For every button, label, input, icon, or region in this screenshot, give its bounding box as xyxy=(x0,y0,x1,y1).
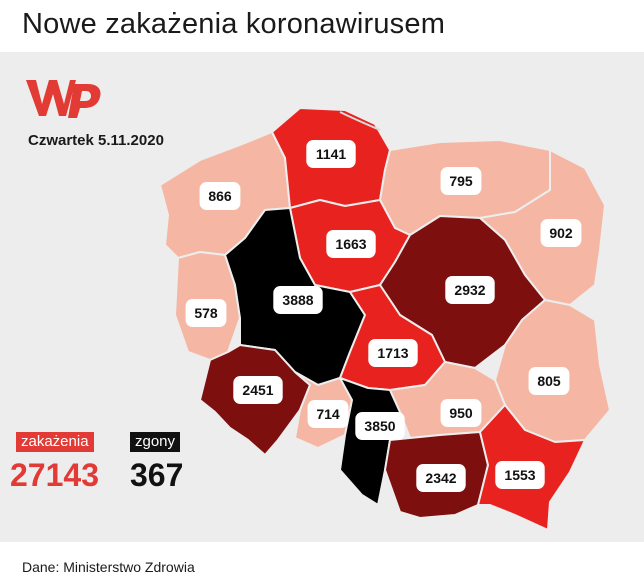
infections-value: 27143 xyxy=(10,457,99,493)
date-label: Czwartek 5.11.2020 xyxy=(28,132,164,149)
region-label-box xyxy=(306,140,356,168)
region-value: 2342 xyxy=(425,470,456,486)
region-value: 1141 xyxy=(316,146,347,162)
region-label-box xyxy=(528,367,570,395)
region-value: 795 xyxy=(449,173,473,189)
region-label-box xyxy=(368,339,418,367)
region-label-box xyxy=(199,182,241,210)
region-label-wielkopolskie: 3888 xyxy=(273,286,323,314)
region-value: 3888 xyxy=(282,292,313,308)
region-value: 1663 xyxy=(335,236,366,252)
region-slaskie xyxy=(339,377,401,506)
region-label-box xyxy=(540,219,582,247)
region-label-dolnośląskie: 2451 xyxy=(233,376,283,404)
wp-logo-icon xyxy=(26,80,101,118)
region-label-małopolskie: 2342 xyxy=(416,464,466,492)
region-value: 866 xyxy=(208,188,232,204)
region-value: 1713 xyxy=(377,345,408,361)
deaths-label: zgony xyxy=(130,432,181,452)
map-panel: 866 1141 795 902 1663 578 3888 2932 1713 805 2451 7… xyxy=(0,52,644,542)
region-label-lubuskie: 578 xyxy=(185,299,227,327)
region-label-box xyxy=(416,464,466,492)
region-label-podkarpackie: 1553 xyxy=(495,461,545,489)
region-value: 1553 xyxy=(504,467,535,483)
region-value: 578 xyxy=(194,305,218,321)
region-value: 714 xyxy=(316,406,340,422)
region-label-box xyxy=(326,230,376,258)
region-label-warmińsko-mazurskie: 795 xyxy=(440,167,482,195)
region-label-box xyxy=(185,299,227,327)
region-label-box xyxy=(355,412,405,440)
region-label-łódzkie: 1713 xyxy=(368,339,418,367)
region-label-pomorskie: 1141 xyxy=(306,140,356,168)
header: Nowe zakażenia koronawirusem xyxy=(0,0,644,52)
region-label-box xyxy=(440,167,482,195)
region-label-podlaskie: 902 xyxy=(540,219,582,247)
region-label-box xyxy=(495,461,545,489)
region-value: 902 xyxy=(549,225,573,241)
region-label-opolskie: 714 xyxy=(307,400,349,428)
source-label: Dane: Ministerstwo Zdrowia xyxy=(22,559,195,575)
region-label-box xyxy=(273,286,323,314)
poland-map: 866 1141 795 902 1663 578 3888 2932 1713 805 2451 7… xyxy=(159,107,611,531)
region-value: 950 xyxy=(449,405,473,421)
region-value: 2932 xyxy=(454,282,485,298)
region-label-zachodniopomorskie: 866 xyxy=(199,182,241,210)
region-value: 805 xyxy=(537,373,561,389)
deaths-value: 367 xyxy=(130,457,184,493)
region-label-box xyxy=(445,276,495,304)
region-label-świętokrzyskie: 950 xyxy=(440,399,482,427)
page-title: Nowe zakażenia koronawirusem xyxy=(22,8,446,40)
footer: Dane: Ministerstwo Zdrowia xyxy=(0,542,644,587)
region-label-mazowieckie: 2932 xyxy=(445,276,495,304)
region-value: 3850 xyxy=(364,418,395,434)
region-value-labels: 866 1141 795 902 1663 578 3888 2932 1713 805 2451 7… xyxy=(185,140,582,492)
infections-label: zakażenia xyxy=(16,432,94,452)
region-label-box xyxy=(307,400,349,428)
region-label-box xyxy=(440,399,482,427)
region-label-box xyxy=(233,376,283,404)
region-label-śląskie: 3850 xyxy=(355,412,405,440)
region-label-kujawsko-pomorskie: 1663 xyxy=(326,230,376,258)
region-value: 2451 xyxy=(242,382,273,398)
coastline xyxy=(339,111,381,131)
region-label-lubelskie: 805 xyxy=(528,367,570,395)
